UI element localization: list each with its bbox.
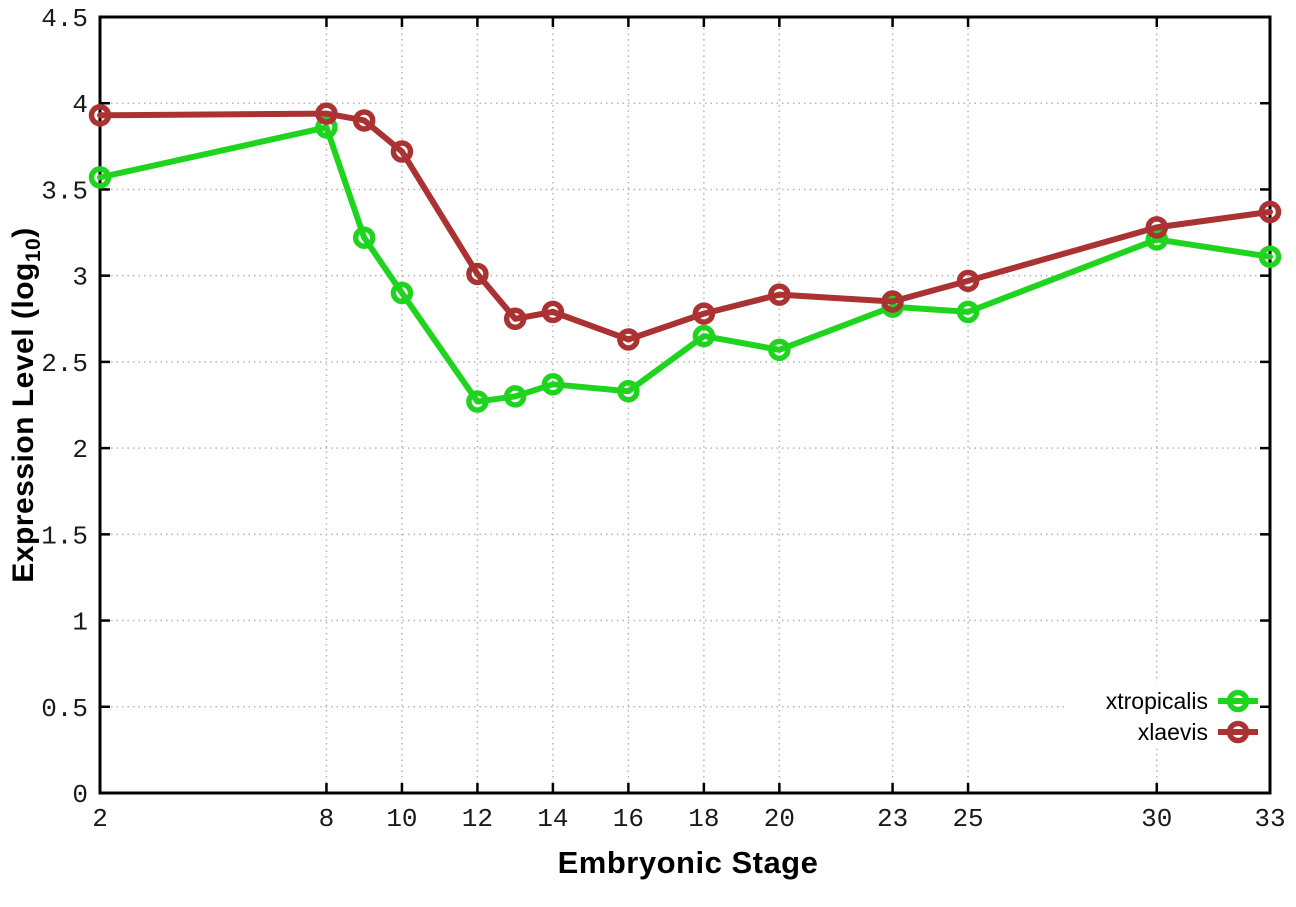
- x-tick-label: 8: [319, 804, 335, 834]
- data-point-xtropicalis: [466, 390, 489, 413]
- y-tick-label: 0.5: [41, 694, 88, 724]
- y-axis-title-close: ): [7, 227, 40, 238]
- y-tick-label: 1: [72, 608, 88, 638]
- data-point-xlaevis: [315, 102, 338, 125]
- data-point-xtropicalis: [315, 116, 338, 139]
- x-tick-label: 12: [462, 804, 493, 834]
- data-point-xlaevis: [881, 290, 904, 313]
- x-tick-label: 10: [386, 804, 417, 834]
- legend-item-label-xlaevis: xlaevis: [1137, 719, 1208, 745]
- y-tick-label: 3.5: [41, 176, 88, 206]
- y-tick-label: 0: [72, 780, 88, 810]
- data-point-xtropicalis: [541, 373, 565, 396]
- data-point-xtropicalis: [352, 226, 376, 249]
- legend-sample-marker-xlaevis: [1226, 720, 1250, 744]
- y-axis-title-text: Expression Level (log: [7, 262, 40, 583]
- y-tick-label: 4: [72, 90, 88, 120]
- series-line-xlaevis: [97, 110, 1273, 343]
- data-point-xtropicalis: [692, 324, 716, 348]
- x-tick-label: 16: [613, 804, 644, 834]
- series-line-xtropicalis: [97, 124, 1273, 405]
- x-tick-label: 18: [688, 804, 719, 834]
- legend-sample-marker-xtropicalis: [1226, 689, 1250, 713]
- data-point-xtropicalis: [390, 281, 414, 305]
- plot-border: [98, 15, 1272, 795]
- y-axis-title: Expression Level (log10): [5, 105, 45, 705]
- data-point-xtropicalis: [1145, 228, 1169, 251]
- x-tick-label: 14: [537, 804, 568, 834]
- x-tick-label: 2: [92, 804, 108, 834]
- y-tick-label: 4.5: [41, 4, 88, 34]
- y-tick-label: 1.5: [41, 521, 88, 551]
- data-point-xtropicalis: [956, 300, 980, 324]
- legend: xtropicalis xlaevis: [908, 686, 1208, 748]
- y-axis-title-subscript: 10: [22, 237, 45, 263]
- data-point-xlaevis: [1145, 216, 1169, 239]
- x-tick-label: 30: [1141, 804, 1172, 834]
- x-tick-label: 20: [764, 804, 795, 834]
- x-tick-label: 23: [877, 804, 908, 834]
- data-point-xtropicalis: [768, 338, 791, 362]
- data-point-xlaevis: [692, 302, 716, 325]
- data-point-xlaevis: [88, 104, 112, 127]
- data-point-xlaevis: [390, 140, 414, 163]
- data-point-xlaevis: [617, 328, 640, 351]
- y-tick-label: 2.5: [41, 349, 88, 379]
- data-point-xlaevis: [1258, 200, 1282, 224]
- data-point-xtropicalis: [1258, 245, 1282, 268]
- data-point-xtropicalis: [503, 385, 527, 408]
- data-point-xtropicalis: [88, 166, 112, 189]
- legend-item-label-xtropicalis: xtropicalis: [1105, 688, 1208, 714]
- y-tick-label: 3: [72, 263, 88, 293]
- data-point-xlaevis: [768, 283, 791, 306]
- x-tick-label: 33: [1254, 804, 1285, 834]
- data-point-xlaevis: [541, 300, 565, 324]
- data-point-xlaevis: [956, 269, 980, 293]
- data-point-xlaevis: [503, 307, 527, 331]
- x-tick-label: 25: [952, 804, 983, 834]
- data-point-xtropicalis: [617, 379, 640, 403]
- data-point-xlaevis: [352, 109, 376, 132]
- data-point-xlaevis: [466, 262, 489, 286]
- x-axis-title: Embryonic Stage: [557, 845, 819, 880]
- y-tick-label: 2: [72, 435, 88, 465]
